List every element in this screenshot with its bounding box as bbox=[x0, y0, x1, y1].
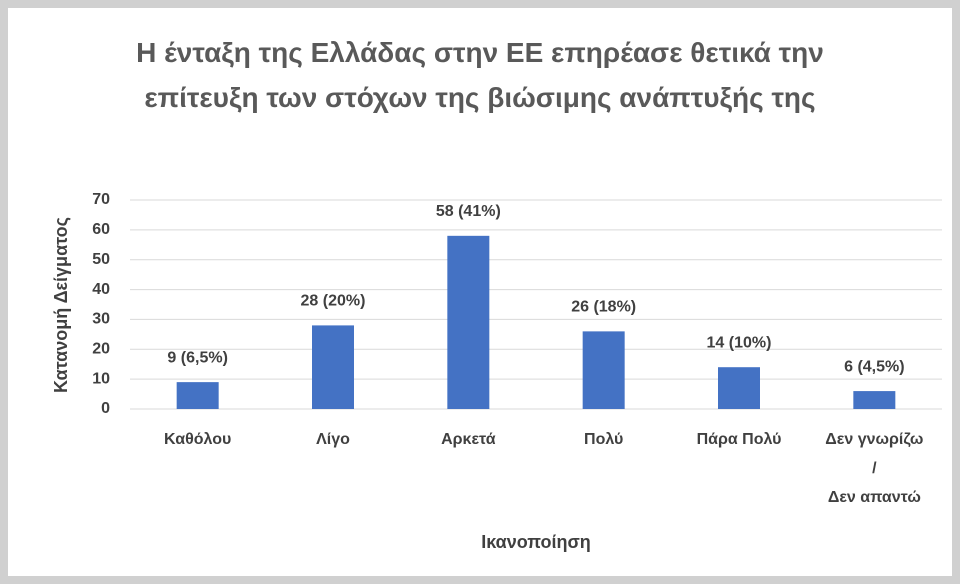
data-label: 26 (18%) bbox=[571, 299, 636, 316]
y-tick-label: 50 bbox=[92, 251, 110, 268]
y-tick-label: 70 bbox=[92, 191, 110, 208]
y-tick-label: 0 bbox=[101, 400, 110, 417]
x-tick-label: Αρκετά bbox=[441, 431, 496, 448]
y-tick-label: 20 bbox=[92, 341, 110, 358]
x-tick-label: Πάρα Πολύ bbox=[697, 431, 782, 448]
bar bbox=[718, 367, 760, 409]
bar bbox=[176, 382, 219, 409]
data-label: 58 (41%) bbox=[436, 203, 501, 220]
bar bbox=[312, 325, 354, 409]
data-label: 14 (10%) bbox=[707, 334, 772, 351]
x-tick-label: Καθόλου bbox=[164, 431, 231, 448]
x-axis-title: Ικανοποίηση bbox=[481, 532, 591, 552]
bar bbox=[447, 235, 490, 409]
bar bbox=[853, 391, 896, 409]
data-label: 28 (20%) bbox=[301, 293, 366, 310]
y-tick-label: 60 bbox=[92, 221, 110, 238]
y-tick-label: 10 bbox=[92, 370, 110, 387]
x-tick-label: Πολύ bbox=[584, 431, 623, 448]
bar bbox=[582, 331, 625, 409]
data-label: 9 (6,5%) bbox=[167, 349, 227, 366]
y-tick-label: 30 bbox=[92, 311, 110, 328]
x-tick-label: Δεν γνωρίζω / Δεν απαντώ bbox=[825, 431, 923, 506]
chart-title: Η ένταξη της Ελλάδας στην ΕΕ επηρέασε θε… bbox=[136, 37, 824, 113]
x-tick-label: Λίγο bbox=[316, 431, 350, 448]
y-tick-label: 40 bbox=[92, 281, 110, 298]
y-axis-title: Κατανομή Δείγματος bbox=[51, 217, 71, 393]
data-label: 6 (4,5%) bbox=[844, 358, 904, 375]
